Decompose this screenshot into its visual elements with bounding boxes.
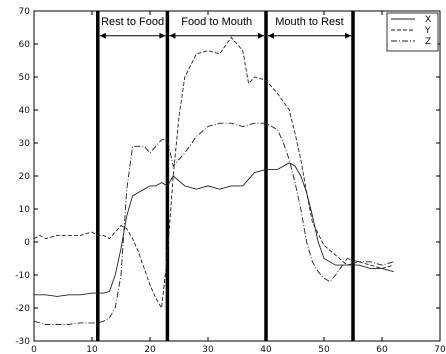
y-axis-ticks: -30 -20 -10 0 10 20 30 40 50 60 70 xyxy=(15,7,440,347)
y-tick-label: -20 xyxy=(15,304,30,314)
legend-label: Y xyxy=(424,26,431,36)
legend: XYZ xyxy=(386,12,439,52)
x-tick-label: 40 xyxy=(260,345,272,354)
phase-arrow-head-left xyxy=(268,32,274,39)
series-layer xyxy=(33,36,394,325)
y-tick-label: 50 xyxy=(19,73,31,83)
legend-label: X xyxy=(425,15,431,25)
y-tick-label: 30 xyxy=(19,139,31,149)
y-tick-label: 10 xyxy=(19,205,31,215)
series-line-z xyxy=(33,122,394,325)
y-tick-label: 0 xyxy=(24,238,30,248)
plot-area xyxy=(33,10,441,342)
phase-arrow-head-left xyxy=(169,32,176,39)
phase-lines xyxy=(96,11,355,341)
x-tick-label: 20 xyxy=(144,345,156,354)
phase-arrow-head-right xyxy=(159,32,166,39)
phase-label: Food to Mouth xyxy=(181,16,252,28)
phase-label: Rest to Food xyxy=(101,16,164,28)
phase-arrow-head-right xyxy=(345,32,351,39)
x-tick-label: 30 xyxy=(202,345,214,354)
x-tick-label: 70 xyxy=(434,345,446,354)
x-tick-label: 10 xyxy=(86,345,98,354)
phase-label: Mouth to Rest xyxy=(275,16,343,28)
x-axis-ticks: 0 10 20 30 40 50 60 70 xyxy=(31,11,446,354)
y-tick-label: 20 xyxy=(19,172,31,182)
series-line-y xyxy=(33,36,394,310)
phase-annotations: Rest to Food Food to Mouth Mouth to Rest xyxy=(99,16,351,39)
x-tick-label: 50 xyxy=(318,345,330,354)
y-tick-label: 40 xyxy=(19,106,31,116)
y-tick-label: 70 xyxy=(19,7,31,17)
legend-label: Z xyxy=(425,37,431,47)
x-tick-label: 0 xyxy=(31,345,37,354)
series-line-x xyxy=(34,162,394,297)
y-tick-label: -10 xyxy=(15,271,30,281)
y-tick-label: 60 xyxy=(19,40,31,50)
y-tick-label: -30 xyxy=(15,337,30,347)
phase-arrow-head-left xyxy=(99,32,106,39)
x-tick-label: 60 xyxy=(376,345,388,354)
phase-arrow-head-right xyxy=(258,32,264,39)
